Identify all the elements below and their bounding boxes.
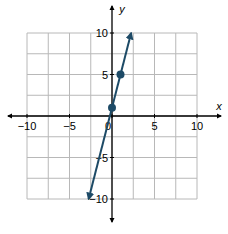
x-tick-label: 5 — [151, 120, 157, 132]
grid-line — [197, 33, 198, 199]
y-tick — [110, 199, 114, 200]
y-axis — [111, 6, 112, 222]
grid-line — [27, 33, 197, 34]
y-tick-label: −10 — [89, 193, 108, 205]
point — [108, 104, 116, 112]
grid-line — [154, 33, 155, 199]
y-tick-label: 10 — [96, 27, 108, 39]
x-tick-label: −5 — [63, 120, 76, 132]
grid-line — [69, 33, 70, 199]
x-axis-label: x — [215, 100, 222, 112]
data — [89, 33, 132, 199]
x-tick — [154, 114, 155, 118]
y-tick-label: 5 — [102, 69, 108, 81]
y-tick — [110, 33, 114, 34]
y-axis-label: y — [118, 3, 126, 15]
x-tick — [112, 114, 113, 118]
x-axis — [8, 115, 221, 116]
line — [89, 33, 132, 199]
grid-line — [27, 74, 197, 75]
plot: xy−10−50510−10−5510 — [0, 0, 228, 234]
grid-line — [27, 33, 28, 199]
grid-line — [27, 199, 197, 200]
y-tick — [110, 157, 114, 158]
y-tick — [110, 74, 114, 75]
point — [117, 71, 125, 79]
x-tick — [27, 114, 28, 118]
x-tick-label: 10 — [191, 120, 203, 132]
chart: xy−10−50510−10−5510 — [0, 0, 228, 234]
x-tick-label: −10 — [18, 120, 37, 132]
x-tick — [69, 114, 70, 118]
grid-line — [27, 157, 197, 158]
x-tick — [197, 114, 198, 118]
